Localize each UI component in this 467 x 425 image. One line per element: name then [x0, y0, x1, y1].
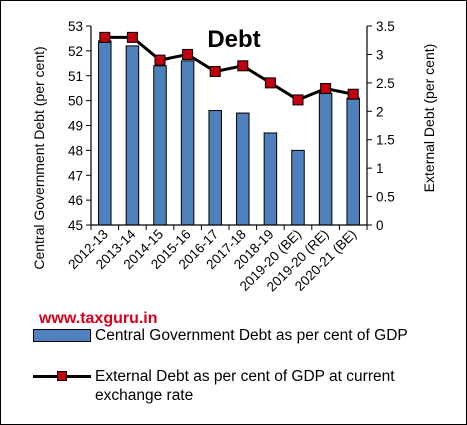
y-right-tick-label: 3.5 — [376, 19, 395, 34]
line-layer — [99, 31, 359, 106]
y-left-tick-label: 47 — [68, 168, 83, 183]
y-right-tick-label: 3 — [376, 47, 384, 62]
y-right-tick-label: 0 — [376, 218, 384, 233]
y-left-tick-label: 49 — [68, 119, 83, 134]
line-marker — [154, 54, 166, 66]
y-right-tick-label: 2.5 — [376, 76, 395, 91]
line-marker — [182, 48, 194, 60]
bar — [318, 92, 333, 226]
debt-chart: 45464748495051525300.511.522.533.52012-1… — [31, 19, 437, 294]
legend-label-line-2: exchange rate — [95, 387, 194, 404]
legend-label-line: External Debt as per cent of GDP at curr… — [95, 367, 395, 405]
y-right-tick-label: 1.5 — [376, 133, 395, 148]
bar — [98, 40, 112, 226]
y-axis-left-title: Central Government Debt (per cent) — [31, 46, 47, 269]
y-left-tick-label: 53 — [68, 19, 83, 34]
bar — [180, 60, 195, 226]
line-marker — [237, 60, 249, 72]
bar — [346, 97, 360, 226]
y-left-tick-label: 45 — [68, 218, 83, 233]
y-left-tick-label: 51 — [68, 69, 83, 84]
line-marker — [209, 65, 221, 77]
bar — [291, 149, 305, 226]
legend-item-line: External Debt as per cent of GDP at curr… — [33, 367, 395, 405]
labels-layer: 45464748495051525300.511.522.533.52012-1… — [65, 19, 395, 294]
external-debt-line — [104, 35, 354, 102]
line-marker — [347, 88, 359, 100]
line-marker — [99, 31, 111, 43]
y-left-tick-label: 46 — [68, 193, 83, 208]
line-marker — [126, 31, 138, 43]
legend-item-bar: Central Government Debt as per cent of G… — [33, 326, 408, 345]
y-right-tick-label: 0.5 — [376, 190, 395, 205]
legend-swatch-line — [33, 367, 91, 386]
axes-layer — [86, 25, 372, 230]
y-left-tick-label: 50 — [68, 94, 83, 109]
y-axis-right-title: External Debt (per cent) — [421, 44, 437, 193]
chart-title: Debt — [207, 26, 260, 53]
bars-layer — [98, 40, 360, 226]
bar — [153, 65, 167, 226]
y-left-tick-label: 52 — [68, 44, 83, 59]
bar — [236, 112, 250, 226]
bar — [208, 110, 222, 226]
line-marker — [264, 77, 276, 89]
bar — [263, 132, 278, 226]
y-left-tick-label: 48 — [68, 143, 83, 158]
y-right-tick-label: 1 — [376, 161, 384, 176]
y-right-tick-label: 2 — [376, 104, 384, 119]
legend-swatch-bar — [33, 329, 91, 342]
line-marker — [292, 94, 304, 106]
legend-label-bar: Central Government Debt as per cent of G… — [95, 327, 408, 344]
bar — [125, 45, 140, 226]
legend-label-line-1: External Debt as per cent of GDP at curr… — [95, 368, 395, 385]
watermark: www.taxguru.in — [39, 310, 158, 327]
line-marker — [320, 83, 332, 95]
